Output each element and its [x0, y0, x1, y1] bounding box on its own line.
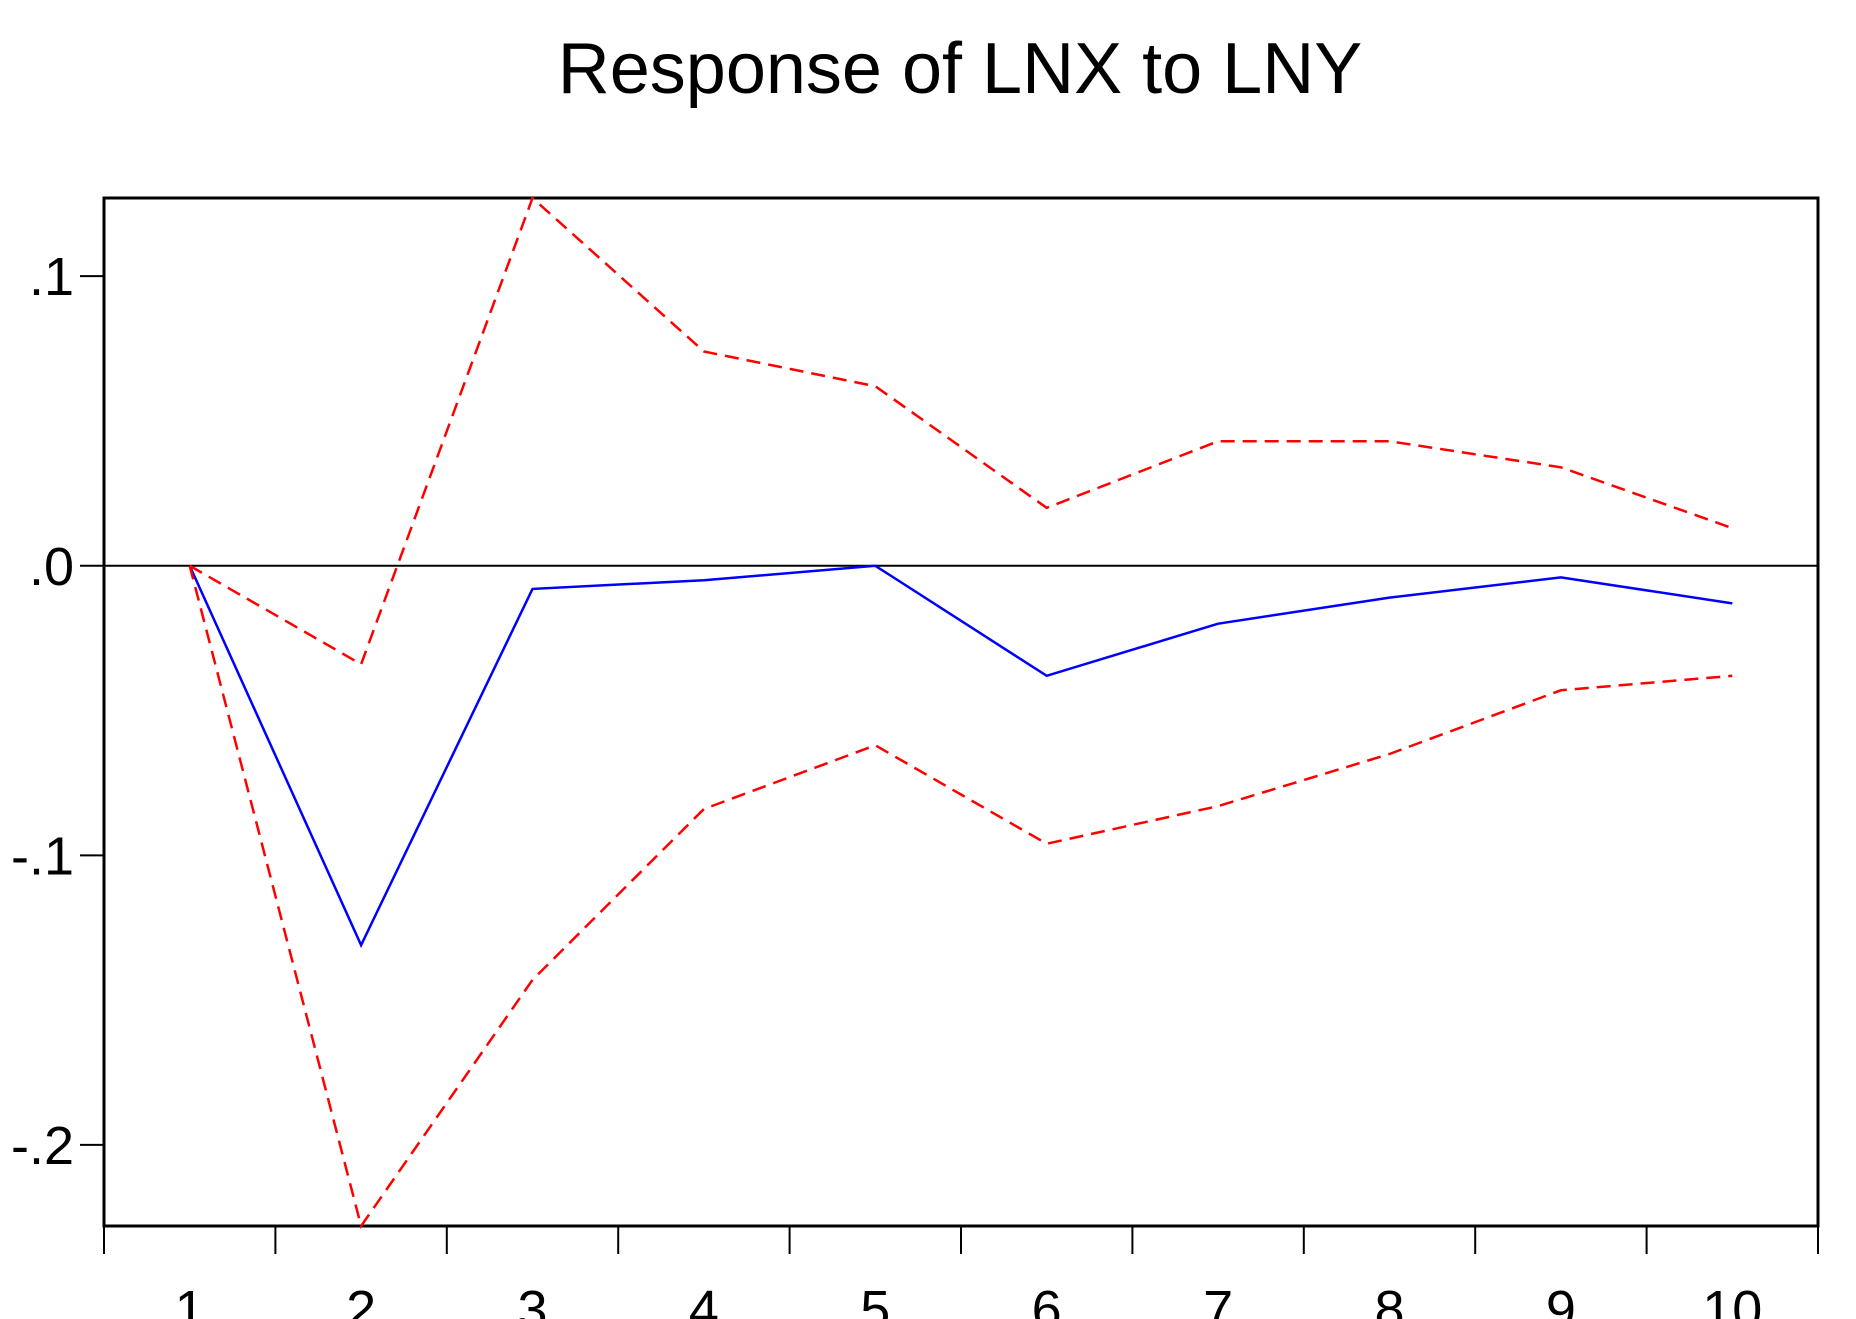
y-tick-label: -.2 — [11, 1116, 74, 1176]
chart-title: Response of LNX to LNY — [558, 29, 1362, 109]
y-tick-label: .1 — [29, 247, 74, 307]
lower-band-line — [188, 565, 1733, 1229]
response-line — [188, 564, 1733, 949]
x-tick-label: 8 — [1374, 1280, 1404, 1319]
x-tick-label: 7 — [1203, 1280, 1233, 1319]
x-tick-label: 1 — [175, 1280, 205, 1319]
plot-frame — [102, 196, 1820, 1228]
upper-band-line — [189, 195, 1733, 667]
x-tick-label: 4 — [689, 1280, 719, 1319]
y-tick-label: -.1 — [11, 826, 74, 886]
x-tick-label: 3 — [517, 1280, 547, 1319]
x-tick-label: 5 — [860, 1280, 890, 1319]
x-axis: 1 2 3 4 5 6 7 8 9 10 — [103, 1226, 1819, 1319]
y-tick-label: .0 — [29, 537, 74, 597]
x-tick-label: 2 — [346, 1280, 376, 1319]
x-tick-label: 6 — [1032, 1280, 1062, 1319]
y-axis: .1 .0 -.1 -.2 — [11, 247, 104, 1176]
series-layer — [188, 195, 1733, 1229]
x-tick-label: 9 — [1546, 1280, 1576, 1319]
x-tick-label: 10 — [1702, 1280, 1762, 1319]
